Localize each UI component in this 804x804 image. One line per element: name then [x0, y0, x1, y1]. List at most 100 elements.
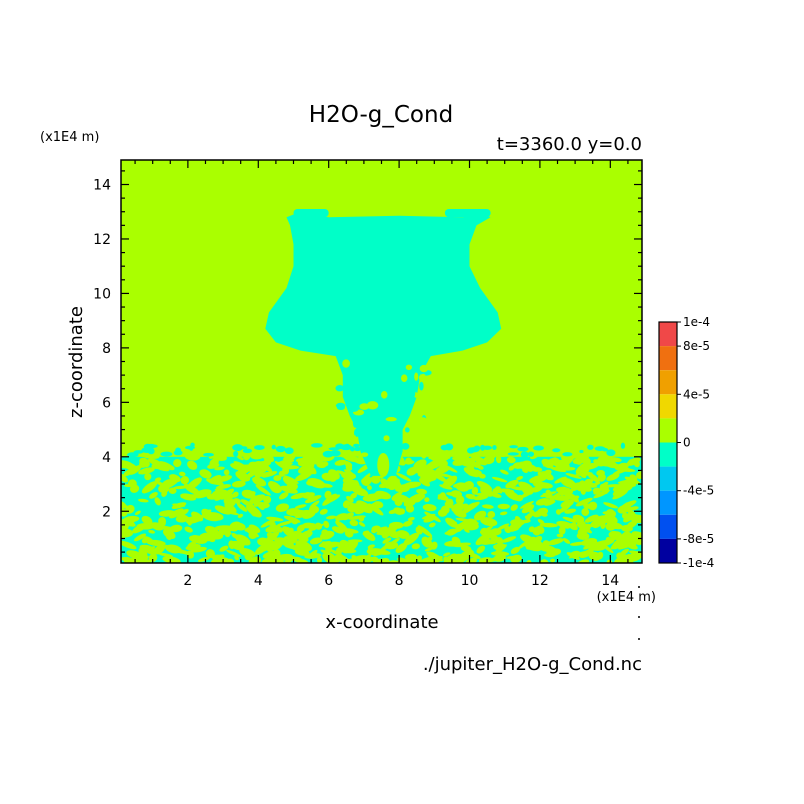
noise-blob	[555, 509, 562, 515]
noise-blob	[453, 483, 462, 488]
noise-blob	[244, 551, 253, 561]
noise-blob	[144, 473, 152, 481]
noise-blob	[417, 556, 433, 563]
noise-blob	[430, 541, 438, 550]
noise-blob	[148, 553, 158, 562]
noise-blob	[309, 537, 323, 545]
noise-blob	[492, 476, 508, 483]
noise-blob	[480, 444, 486, 451]
noise-blob	[208, 531, 224, 540]
noise-blob	[351, 554, 358, 562]
noise-blob	[173, 485, 189, 490]
noise-blob	[276, 520, 293, 527]
noise-blob	[578, 481, 598, 488]
noise-blob	[270, 540, 284, 551]
noise-blob	[219, 545, 229, 552]
noise-blob	[470, 455, 482, 462]
y-tick-label: 4	[102, 450, 111, 466]
noise-blob	[353, 443, 360, 448]
noise-blob	[613, 554, 628, 563]
noise-blob	[434, 453, 442, 457]
noise-blob	[138, 555, 149, 563]
x-tick-label: 6	[324, 573, 333, 589]
noise-blob	[378, 482, 391, 489]
noise-blob	[582, 529, 588, 535]
cloud-fragment	[418, 401, 426, 411]
noise-blob	[237, 513, 244, 518]
noise-blob	[579, 466, 590, 473]
noise-blob	[467, 447, 475, 454]
noise-blob	[332, 526, 344, 534]
x-tick-label: 4	[254, 573, 263, 589]
noise-blob	[234, 555, 240, 561]
noise-blob	[570, 482, 581, 492]
colorbar-label: 1e-4	[683, 315, 710, 329]
y-tick-label: 2	[102, 504, 111, 520]
noise-blob	[160, 479, 173, 490]
noise-blob	[468, 522, 479, 528]
noise-blob	[569, 541, 586, 546]
noise-blob	[587, 472, 600, 483]
cloud-fragment	[378, 426, 387, 431]
noise-blob	[349, 519, 359, 527]
noise-blob	[366, 485, 372, 490]
noise-blob	[533, 467, 543, 472]
noise-blob	[416, 555, 423, 562]
noise-blob	[532, 526, 542, 536]
noise-blob	[631, 531, 642, 540]
noise-blob	[558, 526, 566, 535]
noise-blob	[543, 457, 557, 467]
noise-blob	[462, 503, 469, 509]
noise-blob	[453, 508, 467, 518]
noise-blob	[627, 551, 642, 562]
noise-blob	[322, 450, 334, 458]
noise-blob	[334, 542, 346, 551]
noise-blob	[463, 528, 470, 533]
noise-blob	[212, 490, 223, 497]
noise-blob	[559, 454, 575, 468]
noise-blob	[138, 467, 155, 475]
noise-blob	[508, 519, 524, 532]
noise-blob	[506, 456, 516, 464]
noise-blob	[521, 485, 534, 495]
noise-blob	[446, 528, 458, 536]
noise-blob	[592, 515, 611, 523]
noise-blob	[351, 486, 369, 497]
marker-dot	[638, 638, 640, 640]
noise-blob	[258, 501, 266, 511]
noise-blob	[350, 492, 358, 499]
noise-blob	[231, 480, 246, 488]
y-tick-label: 12	[93, 232, 111, 248]
noise-blob	[269, 483, 281, 494]
cloud-cap-bar	[444, 209, 491, 218]
noise-blob	[141, 481, 158, 494]
noise-blob	[214, 505, 232, 515]
noise-blob	[216, 475, 232, 483]
cloud-fragment	[381, 391, 388, 399]
noise-blob	[490, 551, 510, 557]
noise-blob	[208, 480, 219, 485]
noise-blob	[263, 495, 272, 504]
noise-blob	[459, 458, 476, 468]
noise-blob	[516, 494, 524, 502]
x-unit-label: (x1E4 m)	[597, 590, 656, 605]
noise-blob	[323, 520, 330, 529]
noise-blob	[169, 524, 183, 533]
noise-blob	[280, 485, 298, 494]
noise-blob	[556, 533, 564, 538]
cloud-fragment	[335, 402, 346, 409]
noise-blob	[143, 443, 152, 450]
noise-blob	[441, 505, 450, 514]
y-tick-label: 10	[93, 286, 111, 302]
noise-blob	[548, 492, 562, 503]
noise-blob	[603, 502, 618, 509]
noise-blob	[228, 540, 235, 550]
noise-blob	[596, 551, 604, 560]
cloud-fragment	[419, 364, 429, 373]
noise-blob	[267, 521, 276, 527]
noise-blob	[411, 543, 420, 550]
noise-blob	[148, 530, 156, 534]
noise-blob	[173, 459, 182, 468]
noise-blob	[324, 490, 332, 499]
